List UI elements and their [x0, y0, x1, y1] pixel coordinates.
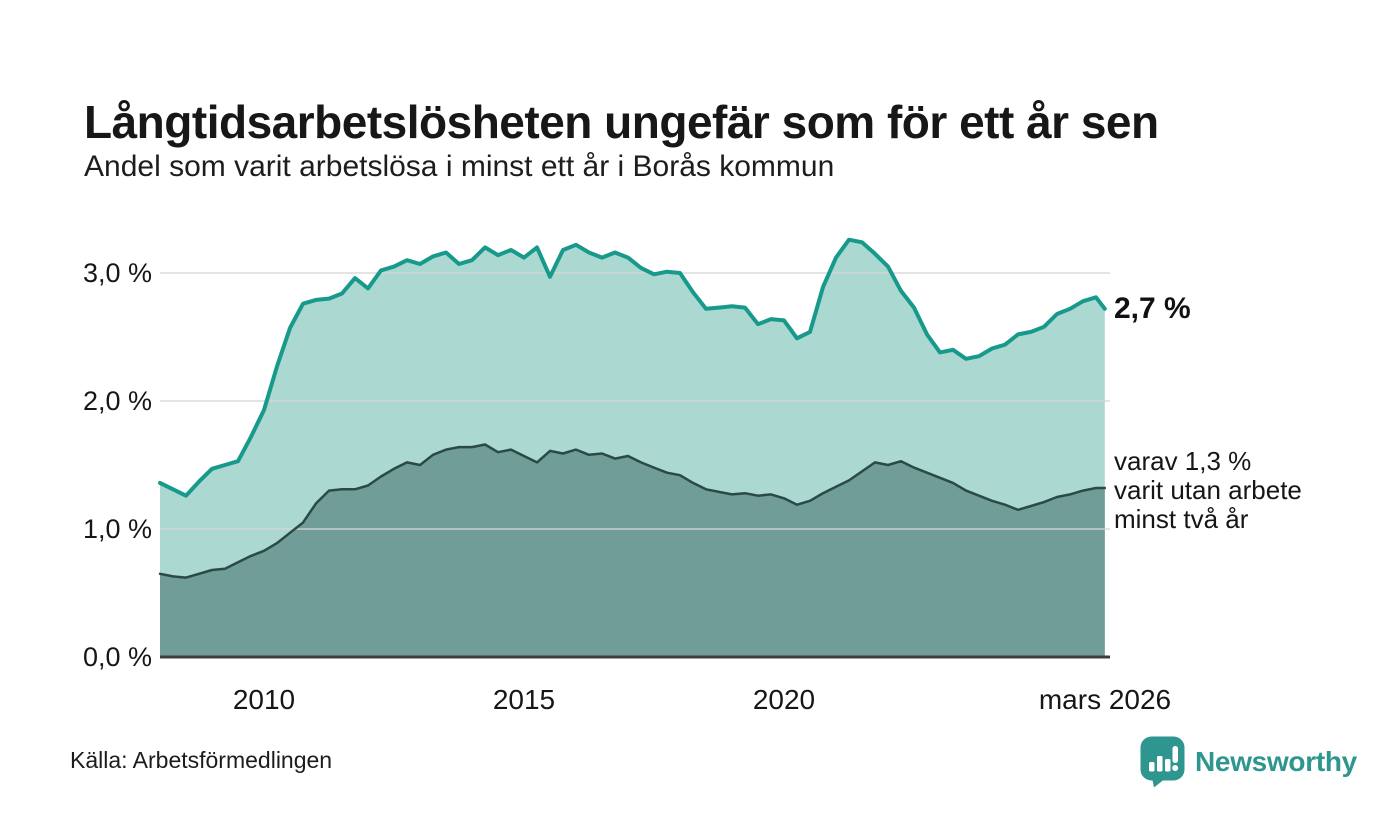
newsworthy-logo-icon [1140, 736, 1185, 788]
x-tick-label-2010: 2010 [232, 684, 296, 715]
secondary-annotation-line1: varav 1,3 % [1114, 446, 1252, 476]
chart-gridlines [160, 272, 1110, 530]
secondary-annotation: varav 1,3 % varit utan arbete minst två … [1114, 447, 1302, 534]
secondary-annotation-line2: varit utan arbete [1114, 475, 1302, 505]
newsworthy-logo-text: Newsworthy [1195, 745, 1357, 777]
chart-line-strokes [158, 237, 1107, 579]
exclamation-bar [1172, 746, 1178, 763]
source-attribution: Källa: Arbetsförmedlingen [70, 747, 333, 773]
x-tick-label-mars-2026: mars 2026 [1038, 684, 1172, 715]
y-tick-label-1: 1,0 % [82, 514, 152, 544]
x-tick-label-2020: 2020 [752, 684, 816, 715]
y-tick-label-2: 2,0 % [82, 386, 152, 416]
newsworthy-logo: Newsworthy [1139, 735, 1357, 788]
secondary-annotation-line3: minst två år [1114, 504, 1249, 534]
y-tick-label-0: 0,0 % [82, 642, 152, 672]
y-tick-label-3: 3,0 % [82, 258, 152, 288]
line-minst-tva-ar [158, 443, 1107, 579]
x-tick-label-2015: 2015 [492, 684, 556, 715]
bar-chart-bar-2 [1157, 756, 1163, 772]
bar-chart-bar-3 [1165, 759, 1171, 772]
latest-value-annotation: 2,7 % [1114, 292, 1191, 325]
area-minst-tva-ar [160, 444, 1105, 657]
chart-area-fills [160, 239, 1105, 657]
exclamation-dot [1172, 765, 1179, 771]
line-minst-ett-ar [158, 237, 1107, 498]
speech-bubble-tail [1152, 778, 1166, 788]
page-subtitle: Andel som varit arbetslösa i minst ett å… [84, 150, 835, 183]
bar-chart-bar-1 [1149, 762, 1155, 772]
page-title: Långtidsarbetslösheten ungefär som för e… [84, 95, 1159, 148]
